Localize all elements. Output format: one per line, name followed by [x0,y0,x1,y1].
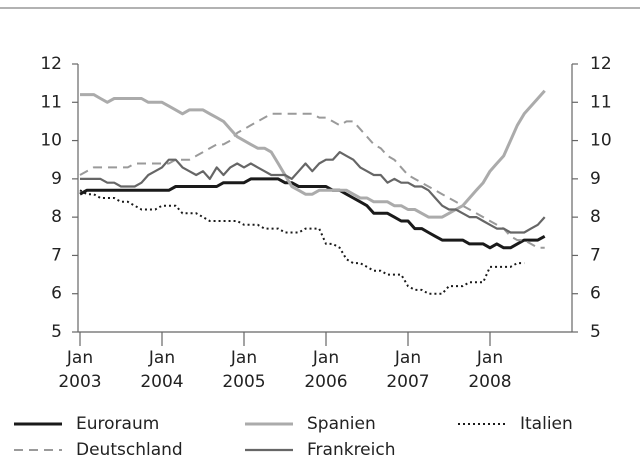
legend-label: Italien [520,414,573,434]
y2-tick-label: 8 [590,207,601,227]
legend-label: Deutschland [76,440,183,460]
y2-tick-label: 9 [590,169,601,189]
y-tick-label: 9 [51,169,62,189]
y-tick-label: 12 [40,54,62,74]
x-tick-label: Jan [394,348,421,368]
legend-label: Frankreich [307,440,396,460]
x-tick-label: 2003 [58,372,101,392]
y2-tick-label: 5 [590,322,601,342]
x-tick-label: 2004 [140,372,183,392]
x-tick-label: Jan [230,348,257,368]
y2-tick-label: 10 [590,131,612,151]
x-tick-label: Jan [312,348,339,368]
y-tick-label: 5 [51,322,62,342]
x-tick-label: 2007 [386,372,429,392]
legend-label: Spanien [307,414,376,434]
y-tick-label: 7 [51,245,62,265]
series-line [79,189,525,295]
x-tick-label: 2008 [468,372,511,392]
y-tick-label: 8 [51,207,62,227]
x-tick-label: Jan [66,348,93,368]
legend-label: Euroraum [76,414,159,434]
series-line [79,112,545,249]
x-tick-label: Jan [476,348,503,368]
y-tick-label: 10 [40,131,62,151]
x-tick-label: 2005 [222,372,265,392]
y2-tick-label: 12 [590,54,612,74]
y2-tick-label: 11 [590,92,612,112]
y-tick-label: 6 [51,284,62,304]
series-line [79,177,546,250]
y-tick-label: 11 [40,92,62,112]
x-tick-label: Jan [148,348,175,368]
y2-tick-label: 6 [590,284,601,304]
series-line [80,151,546,234]
y2-tick-label: 7 [590,245,601,265]
x-tick-label: 2006 [304,372,347,392]
series-line [80,89,546,219]
